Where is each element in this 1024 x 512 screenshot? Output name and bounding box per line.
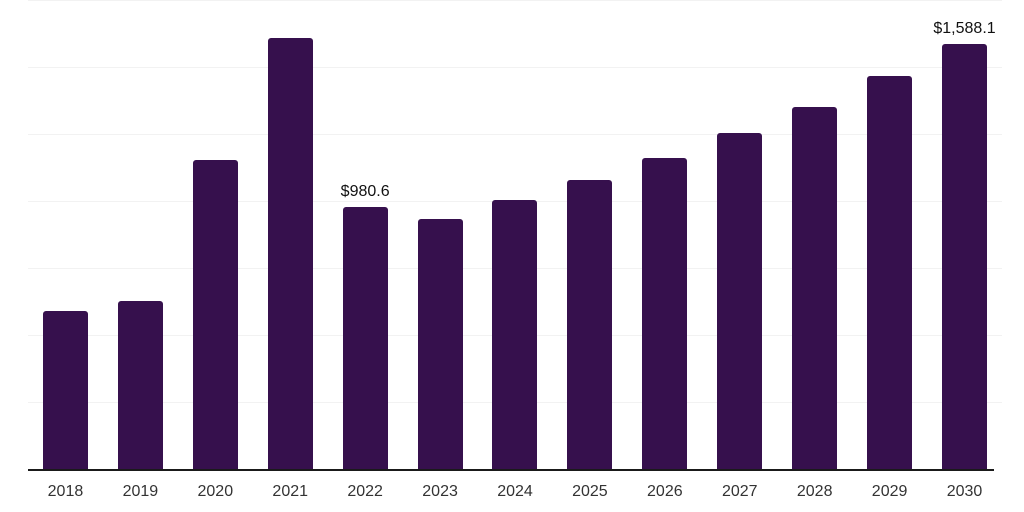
- x-tick-label-2028: 2028: [796, 483, 833, 500]
- bar-band-2019: [103, 1, 178, 470]
- x-tick-label-2024: 2024: [497, 483, 533, 500]
- bar-2018: [42, 311, 88, 470]
- bar-value-label-2030: $1,588.1: [933, 20, 996, 38]
- bar-band-2023: [403, 1, 478, 470]
- bar-2023: [417, 219, 463, 470]
- bars-container: $980.6 $1,588.1: [28, 1, 1002, 470]
- x-axis-labels: 2018 2019 2020 2021 2022 2023 2024 2025 2026 2027…: [28, 482, 1002, 501]
- bar-band-2025: [552, 1, 627, 470]
- bar-value-label-2022: $980.6: [340, 183, 390, 201]
- x-tick-label-2022: 2022: [347, 483, 383, 500]
- bar-2022: [342, 207, 388, 470]
- bar-2019: [117, 301, 163, 470]
- bar-band-2028: [777, 1, 852, 470]
- x-tick-label-2029: 2029: [871, 483, 908, 500]
- x-tick-label-2023: 2023: [422, 483, 458, 500]
- bar-2027: [717, 133, 763, 470]
- x-tick-label-2021: 2021: [272, 483, 309, 500]
- plot-area: $980.6 $1,588.1: [28, 0, 1002, 471]
- x-tick-label-2026: 2026: [647, 483, 683, 500]
- x-tick-label-2025: 2025: [572, 483, 608, 500]
- x-tick-label-2018: 2018: [47, 483, 84, 500]
- bar-band-2026: [627, 1, 702, 470]
- bar-2024: [492, 200, 538, 470]
- x-axis-line: [28, 469, 994, 471]
- x-tick-label-2030: 2030: [946, 483, 983, 500]
- bar-2020: [192, 160, 238, 470]
- bar-2026: [642, 158, 688, 470]
- gridline-1500: [28, 67, 1002, 68]
- x-tick-label-2019: 2019: [122, 483, 159, 500]
- bar-2029: [867, 76, 913, 470]
- bar-band-2024: [478, 1, 553, 470]
- bar-band-2020: [178, 1, 253, 470]
- bar-2021: [267, 37, 313, 470]
- bar-band-2027: [702, 1, 777, 470]
- bar-2030: [942, 44, 988, 470]
- x-tick-label-2027: 2027: [721, 483, 758, 500]
- x-tick-label-2020: 2020: [197, 483, 234, 500]
- gridline-1250: [28, 134, 1002, 135]
- bar-2028: [792, 107, 838, 470]
- bar-band-2018: [28, 1, 103, 470]
- gridline-1750: [28, 0, 1002, 1]
- bar-band-2021: [253, 1, 328, 470]
- bar-band-2030: $1,588.1: [927, 1, 1002, 470]
- bar-band-2022: $980.6: [328, 1, 403, 470]
- bar-2025: [567, 180, 613, 470]
- bar-band-2029: [852, 1, 927, 470]
